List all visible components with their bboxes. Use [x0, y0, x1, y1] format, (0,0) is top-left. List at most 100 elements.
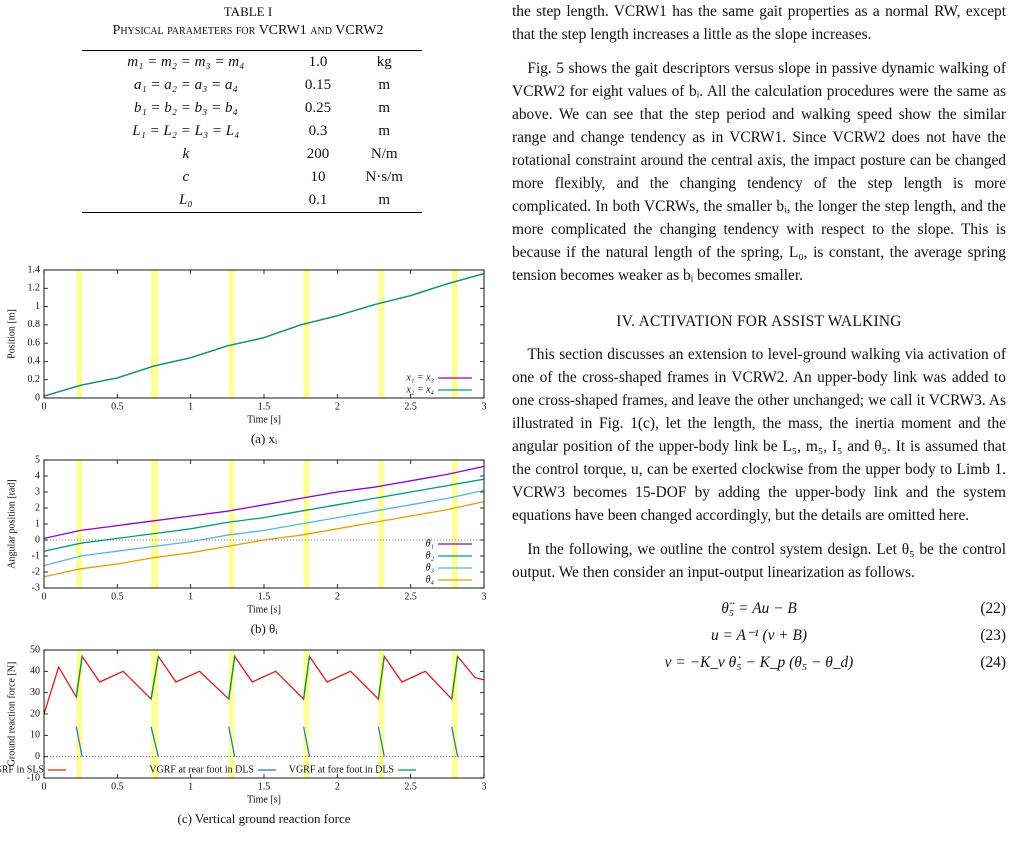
series-line	[75, 656, 459, 700]
x-tick-label: 1	[188, 591, 193, 602]
table-cell: N·s/m	[365, 169, 403, 185]
table-cell: 0.3	[308, 123, 328, 139]
table-row: a₁ = a₂ = a₃ = a₄ 0.15 m	[82, 74, 422, 97]
table-row: L₁ = L₂ = L₃ = L₄ 0.3 m	[82, 120, 422, 143]
y-tick-label: 1	[35, 301, 40, 312]
legend-label: x₁ = x₃	[405, 372, 434, 383]
table-cell: N/m	[370, 146, 398, 162]
figure-caption: (a) xᵢ	[251, 431, 278, 446]
figure-panel: 00.511.522.53-1001020304050VGRF in SLSVG…	[0, 644, 487, 826]
table-row: b₁ = b₂ = b₃ = b₄ 0.25 m	[82, 97, 422, 120]
y-tick-label: 0.4	[28, 356, 41, 367]
y-tick-label: 4	[35, 470, 40, 481]
double-support-band	[76, 460, 83, 588]
right-column: the step length. VCRW1 has the same gait…	[512, 0, 1006, 676]
double-support-band	[228, 270, 235, 398]
figure-panel: 0 0.5 1 1.5 2 2.5 3 0 0.2 0.4 0.6 0.8 1 1.2 1.4 x₁ = x₃…	[6, 264, 486, 446]
series-line	[43, 489, 485, 567]
parameter-table: m₁ = m₂ = m₃ = m₄ 1.0 kg a₁ = a₂ = a₃ = a₄ 0…	[82, 50, 422, 213]
series-line	[43, 273, 485, 397]
equation: θ̈₅ = Au − B (22)	[512, 595, 1006, 622]
table-row: m₁ = m₂ = m₃ = m₄ 1.0 kg	[82, 51, 422, 75]
table-cell: m	[378, 192, 391, 208]
table-cell: m	[378, 123, 391, 139]
legend-label: θ₁	[426, 538, 434, 549]
double-support-band	[451, 270, 458, 398]
double-support-band	[151, 270, 159, 398]
double-support-band	[303, 460, 310, 588]
y-tick-label: 2	[35, 502, 40, 513]
y-tick-label: 0.8	[28, 319, 41, 330]
x-axis-label: Time [s]	[247, 794, 281, 805]
table-cell: 200	[306, 146, 330, 162]
equation-expression: v = −K_v θ̇₅ − K_p (θ₅ − θ_d)	[664, 654, 854, 671]
legend-label: x₂ = x₄	[405, 384, 434, 395]
x-tick-label: 0	[42, 781, 47, 792]
y-tick-label: 1.4	[28, 264, 41, 275]
y-tick-label: 20	[30, 708, 40, 719]
double-support-band	[228, 460, 235, 588]
y-tick-label: 50	[30, 644, 40, 655]
x-axis-label: Time [s]	[247, 604, 281, 615]
x-tick-label: 2	[335, 781, 340, 792]
double-support-band	[151, 650, 159, 778]
y-tick-label: 3	[35, 486, 40, 497]
table-cell: b₁ = b₂ = b₃ = b₄	[133, 100, 238, 116]
y-tick-label: 10	[30, 730, 40, 741]
table-cell: 10	[310, 169, 326, 185]
table-cell: c	[182, 169, 190, 185]
y-tick-label: 0.6	[28, 337, 41, 348]
x-axis-label: Time [s]	[247, 414, 281, 425]
double-support-band	[303, 650, 310, 778]
y-tick-label: 0	[35, 751, 40, 762]
table-title: TABLE I	[223, 4, 273, 19]
legend-label: VGRF at fore foot in DLS	[289, 764, 394, 775]
x-tick-label: 2	[335, 401, 340, 412]
double-support-band	[451, 650, 458, 778]
series-line	[43, 500, 485, 578]
x-tick-label: 0.5	[111, 781, 124, 792]
table-cell: a₁ = a₂ = a₃ = a₄	[133, 77, 238, 93]
y-tick-label: 40	[30, 666, 40, 677]
x-tick-label: 0.5	[111, 401, 124, 412]
plot-frame	[43, 649, 485, 779]
table-row: k 200 N/m	[82, 143, 422, 166]
paragraph: Fig. 5 shows the gait descriptors versus…	[512, 60, 1006, 284]
y-tick-label: -2	[32, 566, 40, 577]
double-support-band	[378, 650, 385, 778]
legend-label: θ₃	[426, 562, 435, 573]
y-axis-label: Ground reaction force [N]	[6, 662, 17, 767]
table-cell: 1.0	[308, 54, 328, 70]
table-caption: Physical parameters for VCRW1 and VCRW2	[112, 23, 384, 38]
double-support-band	[451, 460, 458, 588]
equation-expression: θ̈₅ = Au − B	[721, 600, 797, 617]
y-tick-label: 30	[30, 687, 40, 698]
double-support-band	[378, 270, 385, 398]
y-tick-label: 0.2	[28, 374, 41, 385]
y-tick-label: 1.2	[28, 283, 41, 294]
section-heading: IV. ACTIVATION FOR ASSIST WALKING	[616, 313, 902, 330]
table-cell: L₁ = L₂ = L₃ = L₄	[132, 123, 240, 139]
equation-number: (22)	[980, 600, 1006, 617]
y-axis-label: Position [m]	[6, 309, 17, 359]
double-support-band	[303, 270, 310, 398]
paragraph: This section discusses an extension to l…	[512, 346, 1006, 524]
y-axis-label: Angular position [rad]	[6, 479, 17, 568]
legend-label: θ₂	[426, 550, 435, 561]
y-tick-label: -3	[32, 582, 40, 593]
series-line	[75, 726, 459, 757]
y-tick-label: 1	[35, 518, 40, 529]
equations: θ̈₅ = Au − B (22) u = A⁻¹ (v + B) (23) v = −…	[512, 595, 1006, 676]
x-tick-label: 2.5	[404, 401, 417, 412]
legend-label: VGRF at rear foot in DLS	[149, 764, 254, 775]
y-tick-label: -10	[27, 772, 40, 783]
series-line	[43, 654, 485, 715]
equation-number: (23)	[980, 627, 1006, 644]
table-cell: 0.1	[308, 192, 328, 208]
table-cell: m	[378, 100, 391, 116]
series-line	[43, 465, 485, 540]
x-tick-label: 1	[188, 401, 193, 412]
legend-label: θ₄	[426, 574, 435, 585]
x-tick-label: 2.5	[404, 591, 417, 602]
paragraph: In the following, we outline the control…	[512, 541, 1006, 581]
